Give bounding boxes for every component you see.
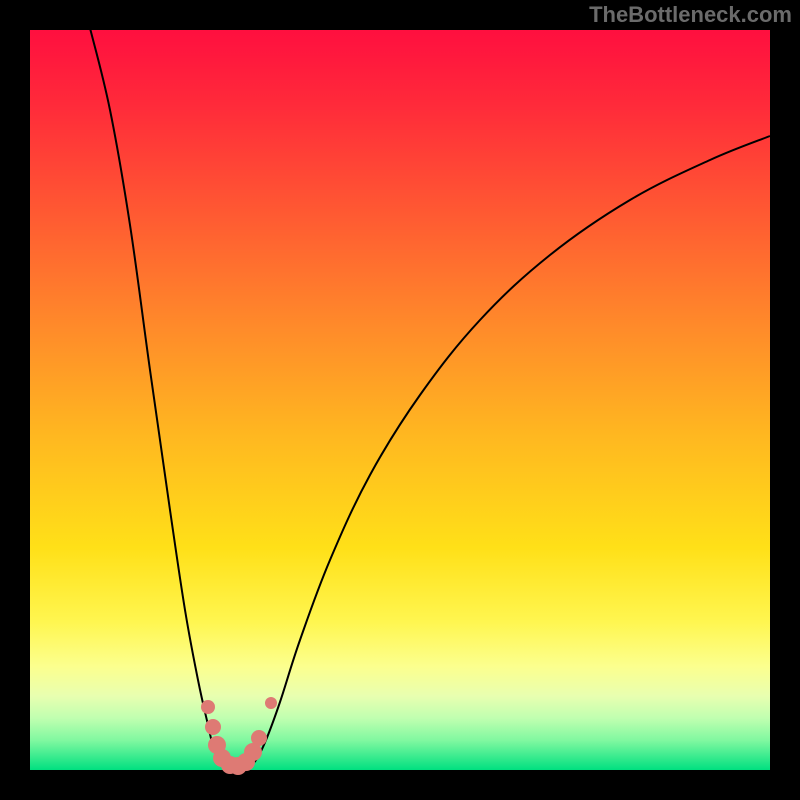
data-markers-layer bbox=[0, 0, 800, 800]
plot-area bbox=[30, 30, 770, 770]
watermark-text: TheBottleneck.com bbox=[589, 2, 792, 28]
data-marker bbox=[251, 730, 267, 746]
data-marker bbox=[265, 697, 277, 709]
chart-container: TheBottleneck.com bbox=[0, 0, 800, 800]
data-marker bbox=[205, 719, 221, 735]
data-marker bbox=[201, 700, 215, 714]
